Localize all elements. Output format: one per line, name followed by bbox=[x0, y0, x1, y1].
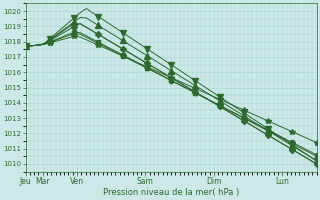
X-axis label: Pression niveau de la mer( hPa ): Pression niveau de la mer( hPa ) bbox=[103, 188, 239, 197]
